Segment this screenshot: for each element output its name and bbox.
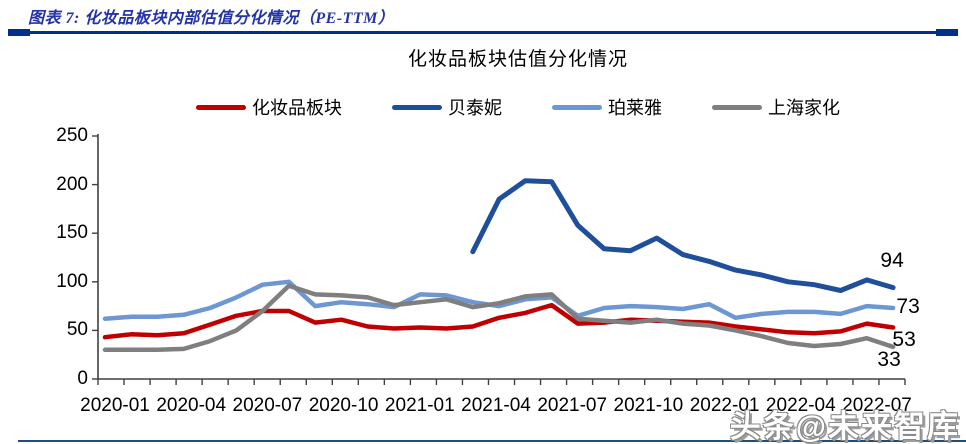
x-tick-label: 2020-10 bbox=[308, 395, 379, 416]
x-tick-label: 2021-04 bbox=[461, 395, 531, 416]
y-tick-label: 200 bbox=[56, 173, 88, 195]
chart-title: 化妆品板块估值分化情况 bbox=[407, 49, 628, 70]
x-tick-label: 2022-07 bbox=[842, 395, 912, 416]
top-rule-right-cap bbox=[936, 29, 958, 36]
chart-legend: 化妆品板块 贝泰妮 珀莱雅 上海家化 bbox=[70, 94, 966, 120]
x-tick-label: 2022-04 bbox=[765, 395, 836, 416]
series-end-label: 33 bbox=[877, 347, 901, 371]
legend-label: 上海家化 bbox=[768, 98, 840, 118]
watermark: 头条@未来智库 bbox=[729, 409, 960, 444]
y-tick-label: 150 bbox=[56, 222, 88, 244]
legend-label: 化妆品板块 bbox=[252, 98, 342, 118]
y-tick-label: 0 bbox=[77, 368, 88, 389]
chart-header: 化妆品板块估值分化情况 bbox=[70, 44, 966, 71]
series-end-label: 73 bbox=[896, 295, 920, 319]
x-tick-label: 2020-07 bbox=[232, 395, 303, 416]
x-tick-label: 2022-01 bbox=[689, 395, 760, 416]
series-line-1 bbox=[102, 302, 896, 340]
series-end-label: 53 bbox=[892, 328, 916, 352]
legend-swatch-icon bbox=[712, 104, 762, 110]
series-line-4 bbox=[102, 283, 896, 353]
series-line-2 bbox=[470, 178, 896, 293]
bottom-rule bbox=[18, 440, 966, 442]
x-tick-label: 2021-10 bbox=[613, 395, 684, 416]
legend-swatch-icon bbox=[392, 104, 442, 110]
series-end-label: 94 bbox=[880, 248, 904, 272]
y-tick-label: 250 bbox=[56, 125, 88, 146]
figure-caption: 图表 7: 化妆品板块内部估值分化情况（PE-TTM） bbox=[28, 10, 395, 27]
y-tick-label: 100 bbox=[56, 270, 88, 292]
legend-label: 贝泰妮 bbox=[448, 98, 502, 118]
top-rule bbox=[8, 29, 958, 36]
legend-swatch-icon bbox=[196, 104, 246, 110]
y-tick-label: 50 bbox=[66, 319, 88, 341]
x-tick-label: 2021-01 bbox=[384, 395, 455, 416]
x-tick-label: 2021-07 bbox=[537, 395, 608, 416]
series-line-3 bbox=[102, 279, 896, 321]
top-rule-left-cap bbox=[8, 29, 30, 36]
legend-item: 化妆品板块 bbox=[196, 94, 342, 120]
legend-label: 珀莱雅 bbox=[608, 98, 662, 118]
legend-item: 珀莱雅 bbox=[552, 94, 662, 120]
legend-item: 贝泰妮 bbox=[392, 94, 502, 120]
x-tick-label: 2020-01 bbox=[80, 395, 150, 416]
x-tick-label: 2020-04 bbox=[156, 395, 227, 416]
legend-item: 上海家化 bbox=[712, 94, 840, 120]
legend-swatch-icon bbox=[552, 104, 602, 110]
